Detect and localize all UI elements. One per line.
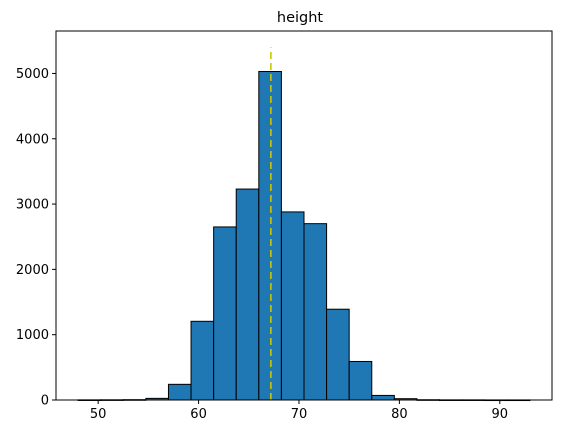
histogram-bar xyxy=(213,226,237,401)
chart-title: height xyxy=(277,10,324,26)
plot-frame xyxy=(55,30,553,401)
histogram-bar xyxy=(371,394,395,401)
y-tick-label: 5000 xyxy=(16,67,49,82)
x-axis: 50 60 70 80 90 xyxy=(90,400,508,422)
histogram-bar xyxy=(348,360,373,401)
histogram-bar xyxy=(235,188,260,401)
y-tick-label: 1000 xyxy=(16,328,49,343)
bars-group xyxy=(77,70,531,402)
histogram-bar xyxy=(167,383,192,401)
y-tick-label: 0 xyxy=(41,394,49,409)
x-tick-label: 70 xyxy=(291,407,308,422)
y-tick-label: 3000 xyxy=(16,198,49,213)
histogram-bar xyxy=(190,320,215,401)
y-tick-label: 2000 xyxy=(16,263,49,278)
histogram-bar xyxy=(326,308,350,401)
y-axis: 0 1000 2000 3000 4000 5000 xyxy=(16,67,56,409)
x-tick-label: 80 xyxy=(391,407,408,422)
x-tick-label: 60 xyxy=(190,407,207,422)
histogram-bar xyxy=(280,211,305,401)
x-tick-label: 90 xyxy=(492,407,509,422)
y-tick-label: 4000 xyxy=(16,132,49,147)
x-tick-label: 50 xyxy=(90,407,107,422)
histogram-bar xyxy=(303,223,328,401)
